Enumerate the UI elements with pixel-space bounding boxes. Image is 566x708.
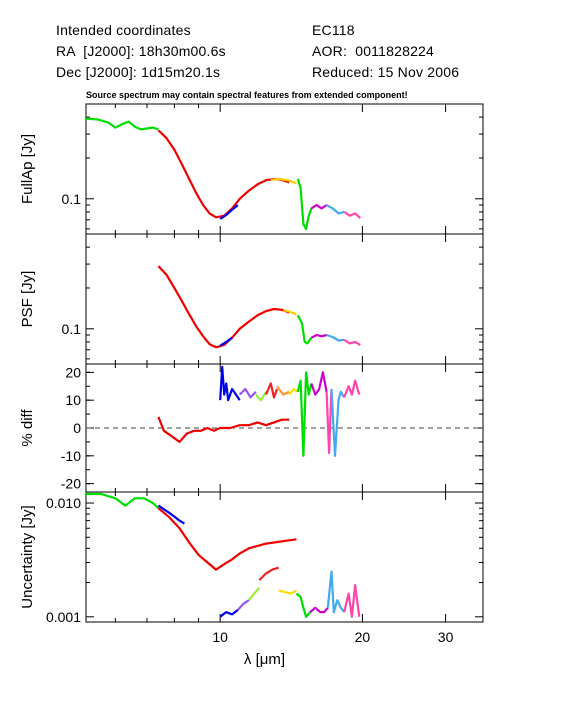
header-reduced: Reduced: 15 Nov 2006 <box>312 64 460 80</box>
uncertainty-ylabel: Uncertainty [Jy] <box>19 505 36 608</box>
fullap-series-0 <box>85 117 159 131</box>
diff-series-8 <box>310 371 328 396</box>
uncertainty-series-6 <box>258 566 280 581</box>
diff-series-4 <box>264 382 279 399</box>
x-tick-label: 30 <box>438 629 454 645</box>
header-aor: AOR: 0011828224 <box>312 43 435 59</box>
uncertainty-series-2 <box>157 504 185 525</box>
diff-series-7 <box>296 371 313 457</box>
diff-series-2 <box>238 387 257 399</box>
header-title: Intended coordinates <box>56 22 191 38</box>
diff-series-11 <box>343 379 361 398</box>
diff-series-1 <box>219 365 241 402</box>
fullap-frame <box>85 103 484 235</box>
psf-series-2 <box>283 309 297 316</box>
uncertainty-series-7 <box>278 589 297 595</box>
psf-ylabel: PSF [Jy] <box>19 271 36 328</box>
psf-series-5 <box>326 333 345 342</box>
uncertainty-series-8 <box>295 592 311 618</box>
uncertainty-frame <box>85 491 484 623</box>
diff-series-5 <box>276 385 290 396</box>
fullap-ylabel: FullAp [Jy] <box>19 134 36 204</box>
x-tick-label: 20 <box>355 629 371 645</box>
diff-ytick-label: -20 <box>61 476 81 492</box>
uncertainty-ytick-label: 0.001 <box>46 609 81 625</box>
uncertainty-series-9 <box>309 606 329 614</box>
header-object-name: EC118 <box>312 22 355 38</box>
fullap-series-6 <box>326 204 345 215</box>
diff-ylabel: % diff <box>19 409 36 447</box>
uncertainty-series-1 <box>157 507 297 571</box>
diff-series-6 <box>288 387 299 396</box>
header-dec: Dec [J2000]: 1d15m20.1s <box>56 64 221 80</box>
uncertainty-series-11 <box>343 583 361 618</box>
x-tick-label: 10 <box>212 629 228 645</box>
uncertainty-series-3 <box>219 609 239 618</box>
diff-series-10 <box>330 388 346 457</box>
fullap-series-5 <box>310 203 328 210</box>
uncertainty-series-0 <box>86 492 160 510</box>
uncertainty-ytick-label: 0.010 <box>46 495 81 511</box>
fullap-series-4 <box>296 178 313 230</box>
diff-ytick-label: 20 <box>65 364 81 380</box>
fullap-ytick-label: 0.1 <box>62 191 82 207</box>
diff-ytick-label: -10 <box>61 448 81 464</box>
diff-series-0 <box>157 416 290 443</box>
uncertainty-series-5 <box>248 587 261 601</box>
psf-series-1 <box>219 336 233 347</box>
psf-ytick-label: 0.1 <box>62 321 82 337</box>
header-ra: RA [J2000]: 18h30m00.6s <box>56 43 226 59</box>
fullap-series-7 <box>343 210 362 219</box>
uncertainty-series-10 <box>326 570 346 614</box>
fullap-series-1 <box>157 129 290 219</box>
psf-series-4 <box>310 333 327 339</box>
diff-ytick-label: 0 <box>73 420 81 436</box>
diff-series-9 <box>325 388 333 455</box>
extended-component-warning: Source spectrum may contain spectral fea… <box>86 90 408 100</box>
x-axis-label: λ [μm] <box>244 651 285 668</box>
diff-ytick-label: 10 <box>65 392 81 408</box>
psf-series-6 <box>343 338 361 346</box>
fullap-series-2 <box>219 204 239 220</box>
psf-series-3 <box>296 314 313 345</box>
psf-frame <box>85 233 484 365</box>
fullap-series-3 <box>270 177 297 185</box>
psf-series-0 <box>157 265 290 349</box>
uncertainty-series-4 <box>237 599 250 611</box>
diff-series-3 <box>255 391 267 402</box>
